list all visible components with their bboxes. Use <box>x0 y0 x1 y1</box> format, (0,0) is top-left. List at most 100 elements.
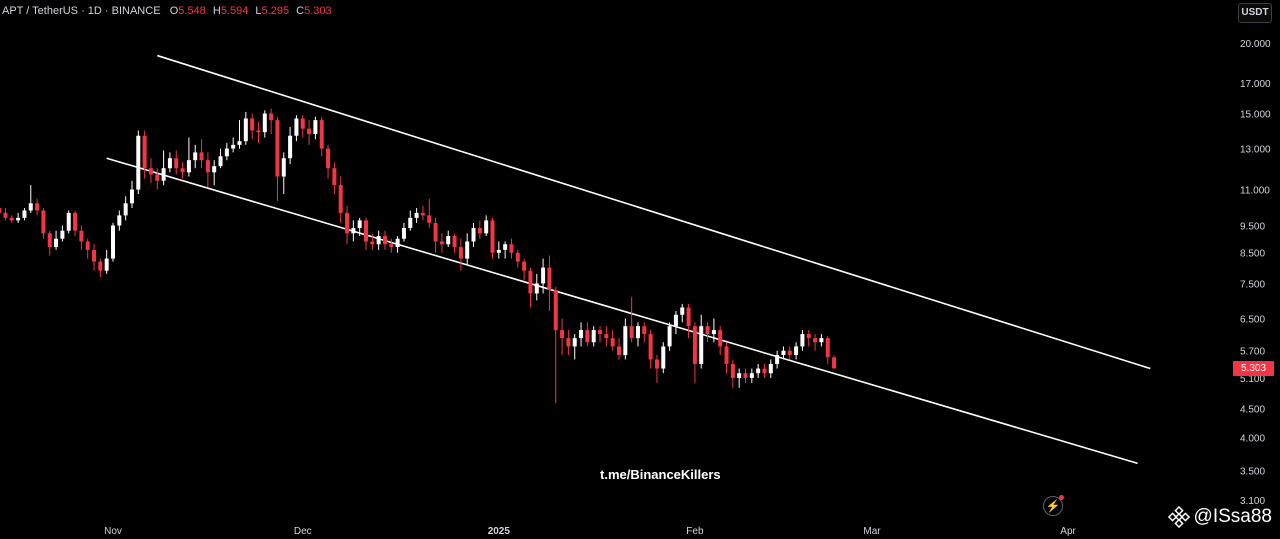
open-value: 5.548 <box>178 5 206 17</box>
candle-body <box>92 249 97 262</box>
candle-body <box>155 174 160 181</box>
candle-body <box>794 346 799 356</box>
candle-body <box>509 244 514 253</box>
candle-body <box>420 212 425 216</box>
candle-body <box>98 261 103 271</box>
candle-body <box>642 326 647 335</box>
candle-body <box>528 270 533 294</box>
candle-body <box>35 203 40 211</box>
last-price-tag: 5.303 <box>1233 361 1274 376</box>
candle-body <box>73 212 78 231</box>
candle-body <box>635 326 640 339</box>
candle-body <box>382 236 387 245</box>
candle-body <box>300 118 305 129</box>
candle-body <box>326 148 331 169</box>
candle-body <box>756 368 761 374</box>
candles[interactable] <box>0 108 837 404</box>
candle-body <box>16 217 21 221</box>
candle-body <box>832 357 837 369</box>
candle-body <box>174 158 179 169</box>
candle-body <box>762 368 767 374</box>
candle-body <box>66 212 71 231</box>
candle-body <box>79 230 84 242</box>
high-value: 5.594 <box>220 5 249 17</box>
candle-body <box>256 130 261 133</box>
candle-body <box>433 222 438 242</box>
x-tick-label: Nov <box>104 526 122 537</box>
candle-body <box>117 215 122 226</box>
upper-channel-line <box>157 54 1151 370</box>
candle-body <box>654 359 659 369</box>
candle-body <box>553 290 558 331</box>
close-label: C <box>296 5 305 17</box>
candle-body <box>129 189 134 204</box>
candle-body <box>3 212 8 218</box>
currency-unit-button[interactable]: USDT <box>1238 3 1272 23</box>
candle-body <box>332 168 337 186</box>
binance-diamond-icon <box>1167 506 1190 528</box>
candle-body <box>477 228 482 234</box>
candle-body <box>737 373 742 378</box>
x-tick-label: Mar <box>863 526 881 537</box>
x-tick-label: Apr <box>1060 526 1076 537</box>
y-tick-label: 3.500 <box>1240 466 1265 477</box>
watermark-text: t.me/BinanceKillers <box>600 467 721 482</box>
candle-body <box>800 334 805 347</box>
candle-body <box>231 144 236 149</box>
candle-body <box>579 330 584 339</box>
y-tick-label: 5.700 <box>1240 347 1265 358</box>
candle-body <box>142 135 147 169</box>
x-axis: Nov Dec 2025 Feb Mar Apr <box>104 526 1076 537</box>
candle-body <box>243 118 248 142</box>
candle-body <box>0 208 2 213</box>
candle-body <box>534 283 539 294</box>
candle-body <box>338 185 343 213</box>
candle-body <box>237 141 242 145</box>
candle-body <box>269 113 274 121</box>
candle-body <box>515 252 520 262</box>
candle-body <box>623 326 628 356</box>
x-tick-label: Feb <box>686 526 704 537</box>
candle-body <box>572 338 577 347</box>
candle-body <box>85 241 90 250</box>
author-handle: @ISsa88 <box>1167 506 1272 528</box>
candle-body <box>262 113 267 133</box>
candle-body <box>47 233 52 248</box>
candle-body <box>180 168 185 173</box>
candle-body <box>212 166 217 173</box>
candle-body <box>484 220 489 234</box>
candle-body <box>54 238 59 248</box>
candle-body <box>648 334 653 360</box>
channel-lines[interactable] <box>106 54 1151 465</box>
x-tick-label: 2025 <box>488 526 511 537</box>
candle-body <box>471 228 476 242</box>
open-label: O <box>169 5 179 17</box>
candle-body <box>743 373 748 378</box>
candle-body <box>389 244 394 248</box>
y-tick-label: 8.500 <box>1240 249 1265 260</box>
candle-body <box>123 203 128 216</box>
candle-body <box>313 120 318 134</box>
candle-body <box>711 330 716 335</box>
candle-body <box>522 261 527 271</box>
lightning-icon[interactable]: ⚡ <box>1043 495 1064 516</box>
candle-body <box>376 236 381 245</box>
candle-body <box>560 330 565 339</box>
candle-body <box>813 338 818 343</box>
y-tick-label: 17.000 <box>1240 79 1271 90</box>
candle-body <box>218 156 223 167</box>
close-value: 5.303 <box>304 5 332 17</box>
candle-body <box>60 230 65 239</box>
y-tick-label: 7.500 <box>1240 279 1265 290</box>
candle-body <box>351 228 356 234</box>
candle-body <box>667 326 672 347</box>
candle-body <box>250 118 255 131</box>
candle-body <box>458 247 463 259</box>
candle-body <box>275 120 280 177</box>
candle-body <box>787 350 792 356</box>
candle-body <box>357 220 362 229</box>
high-label: H <box>212 5 221 17</box>
y-tick-label: 15.000 <box>1240 110 1271 121</box>
candle-body <box>167 158 172 169</box>
